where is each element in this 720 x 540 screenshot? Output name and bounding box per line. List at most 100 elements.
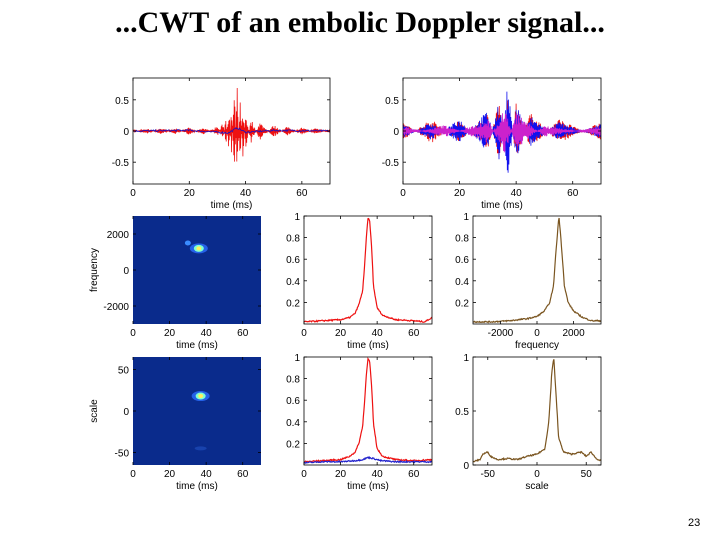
y-tick-label: 0 bbox=[123, 407, 129, 418]
x-tick-label: 40 bbox=[511, 188, 523, 199]
y-tick-label: 2000 bbox=[107, 230, 130, 241]
series-line-1 bbox=[304, 217, 432, 323]
y-tick-label: 0.4 bbox=[455, 277, 469, 288]
x-tick-label: 40 bbox=[372, 469, 384, 480]
x-axis-label: time (ms) bbox=[347, 340, 389, 351]
chart-p1: -0.5 0 0.5 0 20 40 60 time (ms) bbox=[112, 77, 331, 211]
plot-frame bbox=[303, 356, 433, 466]
chart-p7: 0.2 0.4 0.6 0.8 1 0 20 40 60 time (ms) bbox=[286, 353, 433, 492]
x-tick-label: -2000 bbox=[488, 328, 514, 339]
plot-frame bbox=[472, 356, 602, 466]
heatmap-hotspot-faint bbox=[194, 446, 207, 451]
y-tick-label: 1 bbox=[294, 212, 300, 223]
x-axis-label: frequency bbox=[515, 340, 559, 351]
series-line-1 bbox=[473, 359, 601, 463]
x-axis-label: time (ms) bbox=[347, 481, 389, 492]
plot-area bbox=[473, 359, 601, 463]
chart-p3: -2000 0 2000 0 20 40 60 time (ms) frequency bbox=[89, 216, 261, 351]
x-tick-label: 0 bbox=[534, 328, 540, 339]
series-line-1 bbox=[304, 357, 432, 463]
heatmap-hotspot-low bbox=[184, 240, 191, 246]
plot-frame bbox=[472, 215, 602, 325]
series-line-2 bbox=[133, 127, 330, 134]
x-tick-label: 0 bbox=[400, 188, 406, 199]
slide-title: ...CWT of an embolic Doppler signal... bbox=[115, 6, 605, 39]
y-tick-label: 0.2 bbox=[286, 439, 300, 450]
x-tick-label: 40 bbox=[201, 328, 213, 339]
y-tick-label: 0.4 bbox=[286, 277, 300, 288]
y-tick-label: -2000 bbox=[103, 302, 129, 313]
plot-area bbox=[473, 217, 601, 324]
plot-frame bbox=[303, 215, 433, 325]
series-line-1 bbox=[133, 87, 330, 162]
x-tick-label: 40 bbox=[201, 469, 213, 480]
chart-p2: -0.5 0 0.5 0 20 40 60 time (ms) bbox=[382, 77, 602, 211]
plot-area bbox=[304, 217, 432, 323]
y-tick-label: 1 bbox=[294, 353, 300, 364]
y-tick-label: 0.6 bbox=[286, 396, 300, 407]
series-line-1 bbox=[473, 217, 601, 324]
y-tick-label: 0.5 bbox=[385, 96, 399, 107]
y-tick-label: 0.2 bbox=[286, 298, 300, 309]
x-axis-label: time (ms) bbox=[176, 481, 218, 492]
y-tick-label: 0.5 bbox=[455, 407, 469, 418]
x-tick-label: 40 bbox=[240, 188, 252, 199]
x-tick-label: 60 bbox=[567, 188, 579, 199]
x-tick-label: 40 bbox=[372, 328, 384, 339]
x-tick-label: 20 bbox=[335, 328, 347, 339]
x-tick-label: 0 bbox=[301, 328, 307, 339]
series-line-2 bbox=[304, 455, 432, 464]
y-tick-label: 0 bbox=[123, 266, 129, 277]
x-tick-label: 60 bbox=[408, 469, 420, 480]
heatmap-hotspot-core bbox=[198, 394, 204, 399]
x-tick-label: 60 bbox=[296, 188, 308, 199]
x-tick-label: 20 bbox=[184, 188, 196, 199]
x-tick-label: 0 bbox=[534, 469, 540, 480]
heatmap-hotspot-core bbox=[196, 246, 202, 251]
y-tick-label: 0.4 bbox=[286, 418, 300, 429]
y-tick-label: 0.8 bbox=[455, 234, 469, 245]
y-tick-label: 0 bbox=[123, 127, 129, 138]
x-tick-label: 2000 bbox=[562, 328, 585, 339]
chart-p8: 0 0.5 1 -50 0 50 scale bbox=[455, 353, 602, 492]
x-tick-label: 20 bbox=[335, 469, 347, 480]
x-axis-label: time (ms) bbox=[481, 200, 523, 211]
x-tick-label: 50 bbox=[581, 469, 593, 480]
y-axis-label: frequency bbox=[89, 248, 100, 292]
y-tick-label: 1 bbox=[463, 353, 469, 364]
y-tick-label: 0 bbox=[463, 461, 469, 472]
heatmap-background bbox=[133, 216, 261, 324]
y-tick-label: -0.5 bbox=[382, 158, 400, 169]
chart-p4: 0.2 0.4 0.6 0.8 1 0 20 40 60 time (ms) bbox=[286, 212, 433, 351]
y-tick-label: 0.6 bbox=[286, 255, 300, 266]
y-tick-label: 1 bbox=[463, 212, 469, 223]
y-tick-label: 0.8 bbox=[286, 375, 300, 386]
plot-area bbox=[133, 87, 330, 162]
plot-area bbox=[304, 357, 432, 464]
x-tick-label: 0 bbox=[130, 469, 136, 480]
plot-area bbox=[403, 91, 601, 173]
y-tick-label: 50 bbox=[118, 365, 130, 376]
x-tick-label: 20 bbox=[164, 469, 176, 480]
x-tick-label: 20 bbox=[164, 328, 176, 339]
y-tick-label: 0.8 bbox=[286, 234, 300, 245]
x-tick-label: 20 bbox=[454, 188, 466, 199]
x-tick-label: 60 bbox=[237, 469, 249, 480]
y-tick-label: 0.6 bbox=[455, 255, 469, 266]
slide-number: 23 bbox=[688, 517, 701, 529]
y-tick-label: -0.5 bbox=[112, 158, 130, 169]
y-tick-label: 0.5 bbox=[115, 96, 129, 107]
series-line-3 bbox=[403, 113, 601, 153]
x-tick-label: 0 bbox=[130, 328, 136, 339]
x-tick-label: 0 bbox=[301, 469, 307, 480]
y-tick-label: 0 bbox=[393, 127, 399, 138]
x-axis-label: time (ms) bbox=[211, 200, 253, 211]
y-tick-label: -50 bbox=[115, 449, 130, 460]
x-tick-label: 60 bbox=[408, 328, 420, 339]
y-axis-label: scale bbox=[89, 399, 100, 423]
x-tick-label: 0 bbox=[130, 188, 136, 199]
x-axis-label: scale bbox=[525, 481, 549, 492]
